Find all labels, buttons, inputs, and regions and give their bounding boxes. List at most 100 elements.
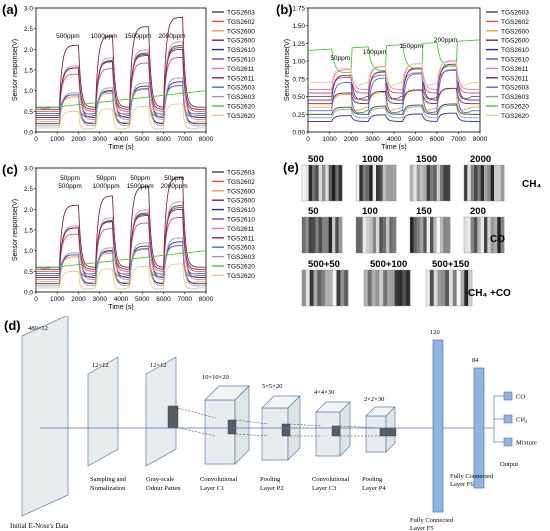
y-axis-label: Sensor response(V) (284, 39, 291, 101)
stage-caption: Convolutional (200, 476, 237, 483)
y-tick-label: 1.00 (292, 59, 305, 66)
annotation-label: 2000ppm (158, 33, 185, 40)
panel-c-chart: 0.0 0.5 1.0 1.5 2.0 2.5 3.0 0 1000 2000 3000 4000 50… (12, 166, 255, 312)
stage-caption: Layer P2 (260, 485, 284, 492)
stage-caption: Pooling (362, 476, 383, 483)
pattern-label: 500+50 (308, 259, 340, 270)
legend-entry: TGS2611 (227, 235, 255, 242)
x-tick-label: 6000 (430, 136, 445, 143)
x-tick-label: 8000 (199, 296, 214, 303)
stage-caption: Layer C1 (200, 485, 224, 492)
output-label: Mixture (516, 440, 537, 447)
stage-dim-label: 12×12 (92, 362, 109, 369)
x-tick-label: 3000 (93, 136, 108, 143)
annotation-label: 1500ppm (124, 33, 151, 40)
series-line-tgs2620 (35, 250, 207, 270)
x-tick-label: 5000 (408, 136, 423, 143)
legend-entry: TGS2620 (227, 264, 255, 271)
input-caption: Initial E-Nose's Data (10, 522, 69, 530)
stage-caption: Gray-scale (146, 476, 174, 483)
series-line-tgs2610 (36, 241, 206, 285)
series-line-tgs2620 (35, 90, 207, 110)
output-node (503, 414, 513, 424)
plot-frame (35, 167, 207, 293)
panel-e-grid: 500 1000 1500 2000 CH₄ 50 100 150 200 CO 500+50 500… (301, 154, 541, 307)
x-tick-label: 7000 (451, 136, 466, 143)
pattern-label: 50 (308, 206, 319, 217)
legend-entry: TGS2610 (501, 57, 529, 64)
y-tick-label: 2.0 (24, 47, 33, 54)
panel-a-chart: 0.0 0.5 1.0 1.5 2.0 2.5 3.0 0 1000 2000 3000 4000 50… (12, 6, 255, 152)
output-node (503, 437, 513, 447)
x-tick-label: 7000 (178, 296, 193, 303)
x-tick-label: 2000 (71, 136, 86, 143)
legend-entry: TGS2611 (501, 75, 529, 82)
legend-entry: TGS2600 (227, 28, 255, 35)
stage-caption: Layer C3 (312, 485, 336, 492)
x-tick-label: 1000 (50, 136, 65, 143)
x-tick-label: 4000 (387, 136, 402, 143)
annotation-label: 50ppm (130, 175, 150, 182)
pattern-label: 1500 (416, 154, 437, 165)
legend-entry: TGS2602 (227, 179, 255, 186)
x-axis-label: Time (s) (108, 304, 133, 311)
x-tick-label: 1000 (322, 136, 337, 143)
y-tick-label: 0.5 (24, 109, 33, 116)
y-tick-label: 2.5 (24, 186, 33, 193)
output-caption: Output (500, 461, 518, 468)
annotation-label: 2000ppm (161, 183, 188, 190)
stage-caption: Layer P4 (362, 485, 386, 492)
output-node (503, 391, 513, 401)
stage-caption: Pooling (260, 476, 281, 483)
legend-entry: TGS2603 (227, 170, 255, 177)
y-tick-label: 2.0 (24, 207, 33, 214)
series-line-tgs2600 (36, 16, 206, 108)
annotation-label: 150ppm (399, 43, 423, 50)
legend-entry: TGS2603 (227, 10, 255, 17)
x-tick-label: 3000 (365, 136, 380, 143)
plot-frame (35, 7, 207, 133)
stage-dim-label: 4×4×30 (314, 389, 334, 396)
legend-entry: TGS2603 (501, 10, 529, 17)
fc6-bar (473, 367, 485, 489)
y-axis-label: Sensor response(V) (12, 199, 19, 261)
x-tick-label: 8000 (473, 136, 488, 143)
x-tick-label: 7000 (178, 136, 193, 143)
legend-entry: TGS2611 (501, 66, 529, 73)
panel-a-label: (a) (2, 2, 18, 17)
annotation-label: 500ppm (58, 183, 82, 190)
output-label: CO (516, 394, 525, 401)
y-tick-label: 1.5 (24, 228, 33, 235)
stage-dim-label: 10×10×20 (202, 374, 229, 381)
y-axis-label: Sensor response(V) (12, 39, 19, 101)
legend-entry: TGS2611 (227, 66, 255, 73)
legend-entry: TGS2611 (227, 75, 255, 82)
legend-entry: TGS2611 (227, 226, 255, 233)
stage-caption: Convolutional (312, 476, 349, 483)
legend-entry: TGS2600 (227, 198, 255, 205)
series-line-tgs2611 (308, 87, 480, 105)
x-tick-label: 5000 (135, 136, 150, 143)
annotation-label: 1000ppm (93, 183, 120, 190)
y-tick-label: 0.0 (24, 290, 33, 297)
stage-dim-label: 5×5×20 (262, 383, 282, 390)
legend-entry: TGS2603 (227, 85, 255, 92)
series-line-tgs2602 (36, 216, 206, 272)
series-line-tgs2620 (307, 39, 481, 74)
pattern-label: 500+150 (432, 259, 469, 270)
pattern-label: 200 (470, 206, 486, 217)
x-tick-label: 4000 (114, 136, 129, 143)
annotation-label: 200ppm (434, 37, 458, 44)
x-tick-label: 6000 (156, 296, 171, 303)
x-tick-label: 0 (306, 136, 310, 143)
legend-entry: TGS2603 (501, 94, 529, 101)
panel-d-label: (d) (4, 318, 21, 333)
y-tick-label: 0.25 (292, 112, 305, 119)
x-tick-label: 2000 (71, 296, 86, 303)
series-line-tgs2620 (36, 103, 206, 130)
legend-entry: TGS2603 (501, 85, 529, 92)
series-line-tgs2620 (36, 263, 206, 290)
annotation-label: 1000ppm (90, 33, 117, 40)
pattern-label: 150 (416, 206, 432, 217)
x-tick-label: 4000 (114, 296, 129, 303)
